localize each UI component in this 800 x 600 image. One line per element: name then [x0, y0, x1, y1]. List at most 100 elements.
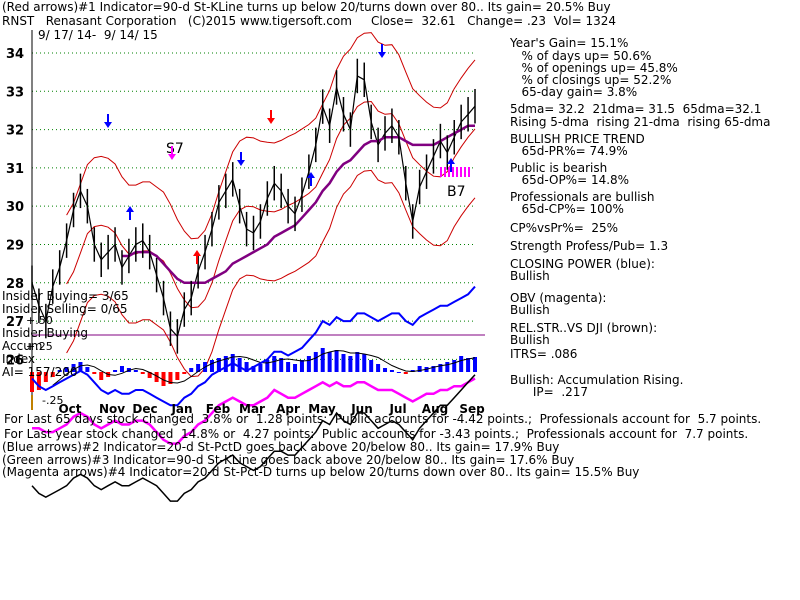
- accum-index-bars: [30, 348, 477, 392]
- accum-bar: [334, 350, 339, 372]
- accum-bar: [64, 367, 69, 372]
- y-tick-label: 32: [6, 124, 24, 139]
- accum-bar: [30, 372, 34, 392]
- x-tick-label: Oct: [58, 402, 81, 416]
- right-panel-line: Strength Profess/Pub= 1.3: [510, 239, 669, 253]
- accum-bar: [417, 366, 422, 372]
- annotation-b7: B7: [447, 184, 466, 200]
- header-line2: RNST Renasant Corporation (C)2015 www.ti…: [2, 14, 617, 28]
- right-panel-line: IP= .217: [510, 385, 589, 399]
- accum-bar: [71, 364, 76, 372]
- ai-label: AI= 157/200: [2, 365, 78, 379]
- footer-line: (Green arrows)#3 Indicator=90-d St-KLine…: [2, 453, 575, 467]
- signal-arrows: S7 B7: [104, 44, 470, 264]
- x-tick-label: Sep: [459, 402, 485, 416]
- accum-bar: [286, 362, 291, 372]
- arrow-head: [237, 160, 245, 166]
- accum-bar: [376, 364, 381, 372]
- footer-line: (Magenta arrows)#4 Indicator=20-d St-Pct…: [2, 465, 640, 479]
- y-tick-label: 33: [6, 85, 24, 100]
- x-tick-label: May: [308, 402, 336, 416]
- accum-bar: [452, 360, 457, 372]
- y-tick-label: 29: [6, 238, 24, 253]
- accum-bar: [209, 360, 214, 372]
- accum-bar: [272, 356, 277, 372]
- arrow-head: [378, 52, 386, 58]
- right-panel-line: Year's Gain= 15.1%: [510, 36, 629, 50]
- chart-grid: [31, 30, 485, 410]
- right-panel-line: Rising 5-dma rising 21-dma rising 65-dma: [510, 115, 771, 129]
- accum-bar: [369, 360, 374, 372]
- accum-bar: [396, 372, 401, 373]
- right-panel-line: Public is bearish: [510, 161, 608, 175]
- insider-mark: [468, 167, 470, 177]
- series-line-3: [32, 377, 476, 445]
- accum-bar: [140, 372, 145, 374]
- accum-low-value: -.25: [42, 394, 64, 407]
- accum-bar: [182, 372, 187, 374]
- x-tick-label: Aug: [422, 402, 448, 416]
- right-panel-line: Bullish: Accumulation Rising.: [510, 373, 684, 387]
- accum-mid-value: +.25: [26, 340, 53, 353]
- insider-mark: [440, 167, 442, 177]
- x-tick-label: Jul: [388, 402, 406, 416]
- accum-bar: [244, 362, 249, 372]
- accum-bar: [119, 366, 124, 372]
- arrow-head: [307, 172, 315, 178]
- accum-bar: [223, 356, 228, 372]
- y-tick-label: 31: [6, 162, 24, 177]
- right-panel-line: 65-day gain= 3.8%: [510, 85, 638, 99]
- accum-bar: [154, 372, 159, 382]
- accum-bar: [50, 372, 55, 377]
- arrow-head: [126, 206, 134, 212]
- accum-bar: [466, 358, 471, 372]
- right-panel-line: Bullish: [510, 303, 550, 317]
- right-panel-line: ITRS= .086: [510, 347, 578, 361]
- accum-bar: [57, 370, 62, 372]
- arrow-head: [168, 154, 176, 160]
- footer-line: For Last year stock changed 14.8% or 4.2…: [4, 427, 749, 441]
- series-lines: [31, 58, 476, 502]
- x-tick-label: Nov: [99, 402, 125, 416]
- accum-bar: [389, 370, 394, 372]
- accum-bar: [258, 364, 263, 372]
- x-tick-label: Dec: [132, 402, 157, 416]
- ma21-line: [66, 100, 476, 309]
- accum-bar: [362, 354, 367, 372]
- accum-bar: [92, 372, 97, 374]
- x-tick-label: Jan: [170, 402, 192, 416]
- x-tick-label: Mar: [239, 402, 265, 416]
- accum-bar: [445, 362, 450, 372]
- header-dates: 9/ 17/ 14- 9/ 14/ 15: [38, 28, 158, 42]
- arrow-head: [193, 250, 201, 256]
- insider-mark: [444, 167, 446, 177]
- insider-selling-label: Insider Selling= 0/65: [2, 302, 128, 316]
- y-tick-label: 30: [6, 200, 24, 215]
- accum-bar: [355, 352, 360, 372]
- y-tick-labels: 26 27 28 29 30 31 32 33 34: [6, 47, 24, 368]
- footer-line: For Last 65 days stock changed 3.8% or 1…: [4, 412, 762, 426]
- series-line-1: [122, 124, 475, 285]
- right-panel-line: Bullish: [510, 333, 550, 347]
- accum-bar: [133, 370, 138, 372]
- accum-bar: [293, 364, 298, 372]
- accum-bar: [279, 358, 284, 372]
- accum-bar: [251, 366, 256, 372]
- accum-bar: [459, 356, 464, 372]
- accum-ma-line: [52, 349, 476, 386]
- accum-bar: [36, 372, 41, 390]
- upper-band-line: [66, 32, 476, 240]
- lower-band-line: [66, 169, 476, 378]
- accum-top-value: +.50: [26, 314, 53, 327]
- x-tick-labels: Oct Nov Dec Jan Feb Mar Apr May Jun Jul Aug Sep: [58, 402, 485, 416]
- accum-bar: [99, 372, 104, 380]
- arrow-head: [447, 158, 455, 164]
- x-tick-label: Apr: [276, 402, 300, 416]
- right-panel-line: REL.STR..VS DJI (brown):: [510, 321, 658, 335]
- insider-mark: [464, 167, 466, 177]
- footer-line: (Blue arrows)#2 Indicator=20-d St-PctD g…: [2, 440, 560, 454]
- insider-mark: [452, 167, 454, 177]
- insider-buying-label-2: Insider Buying: [2, 326, 88, 340]
- right-panel-line: CLOSING POWER (blue):: [510, 257, 655, 271]
